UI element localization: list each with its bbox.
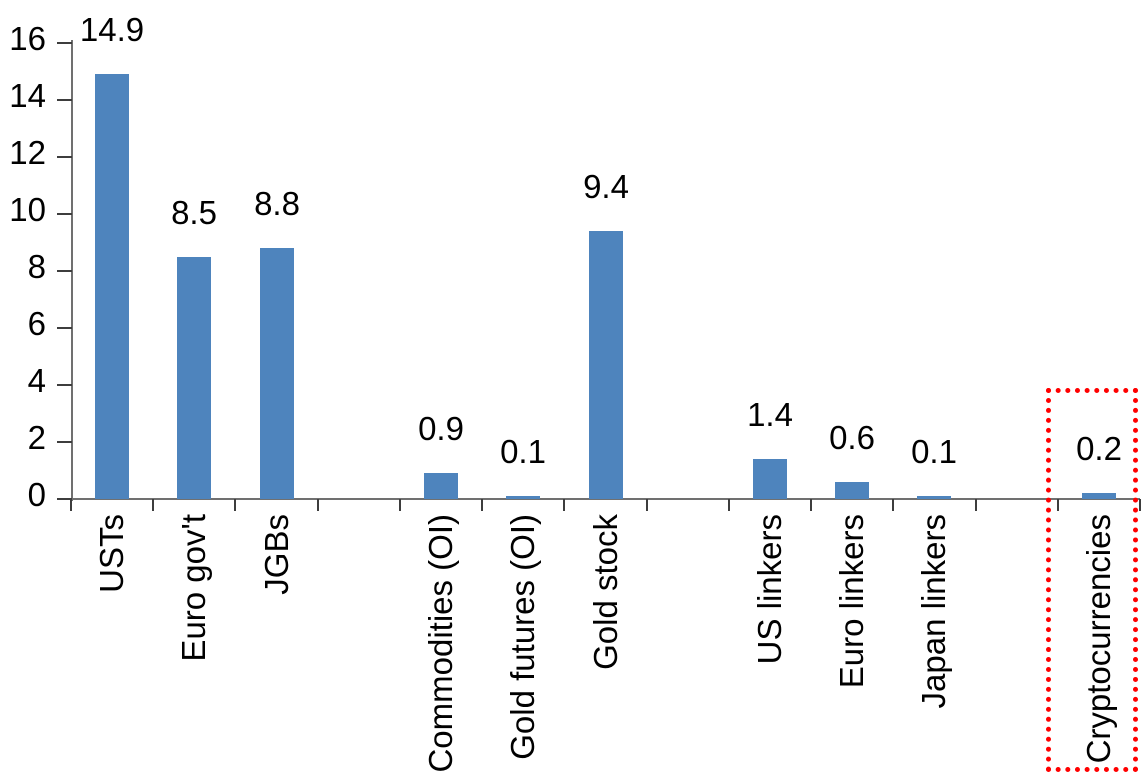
y-axis-tick-label: 10 xyxy=(9,191,46,228)
x-axis-tick xyxy=(481,499,484,511)
highlight-box xyxy=(1046,388,1138,772)
category-label: Gold futures (OI) xyxy=(504,514,541,760)
bar xyxy=(424,473,458,499)
bar xyxy=(1082,493,1116,499)
x-axis-tick xyxy=(234,499,237,511)
y-axis-tick xyxy=(57,99,72,101)
bar-value-label: 1.4 xyxy=(747,396,793,433)
category-label: Euro linkers xyxy=(833,514,870,689)
x-axis-tick xyxy=(1139,499,1141,511)
category-label: Euro gov't xyxy=(175,514,212,662)
x-axis-tick xyxy=(974,499,977,511)
bar-value-label: 14.9 xyxy=(79,11,145,48)
category-label: US linkers xyxy=(751,514,788,665)
y-axis-tick xyxy=(57,156,72,158)
x-axis-tick xyxy=(810,499,813,511)
x-axis-tick xyxy=(563,499,566,511)
y-axis-tick-label: 2 xyxy=(27,419,46,456)
x-axis-tick xyxy=(645,499,648,511)
y-axis-tick xyxy=(57,441,72,443)
bar xyxy=(506,496,540,499)
category-label: Japan linkers xyxy=(915,514,952,709)
category-label: JGBs xyxy=(258,514,295,595)
y-axis-tick-label: 14 xyxy=(9,77,46,114)
y-axis-tick xyxy=(57,498,72,500)
bar xyxy=(177,257,211,499)
y-axis-tick-label: 8 xyxy=(27,248,46,285)
y-axis-tick-label: 16 xyxy=(9,20,46,57)
x-axis-tick xyxy=(398,499,401,511)
category-label: Commodities (OI) xyxy=(422,514,459,773)
bar-value-label: 8.8 xyxy=(254,185,300,222)
x-axis-tick xyxy=(70,499,72,511)
bar-value-label: 9.4 xyxy=(583,168,629,205)
y-axis-line xyxy=(71,40,73,501)
bar xyxy=(917,496,951,499)
y-axis-tick-label: 6 xyxy=(27,305,46,342)
y-axis-tick xyxy=(57,327,72,329)
bar xyxy=(835,482,869,499)
bar xyxy=(260,248,294,499)
y-axis-tick xyxy=(57,270,72,272)
category-label: Gold stock xyxy=(587,514,624,670)
y-axis-tick xyxy=(57,213,72,215)
bar-value-label: 8.5 xyxy=(171,194,217,231)
y-axis-tick xyxy=(57,42,72,44)
bar xyxy=(589,231,623,499)
bar-value-label: 0.6 xyxy=(829,419,875,456)
category-label: USTs xyxy=(93,514,130,593)
y-axis-tick xyxy=(57,384,72,386)
bar-value-label: 0.9 xyxy=(418,410,464,447)
y-axis-tick-label: 12 xyxy=(9,134,46,171)
x-axis-tick xyxy=(727,499,730,511)
bar xyxy=(753,459,787,499)
bar-value-label: 0.1 xyxy=(500,433,546,470)
x-axis-line xyxy=(71,498,1140,500)
bar-value-label: 0.2 xyxy=(1076,430,1122,467)
x-axis-tick xyxy=(892,499,895,511)
bar xyxy=(95,74,129,499)
x-axis-tick xyxy=(152,499,155,511)
bar-value-label: 0.1 xyxy=(911,433,957,470)
x-axis-tick xyxy=(316,499,319,511)
x-axis-tick xyxy=(1056,499,1059,511)
y-axis-tick-label: 4 xyxy=(27,362,46,399)
y-axis-tick-label: 0 xyxy=(27,476,46,513)
